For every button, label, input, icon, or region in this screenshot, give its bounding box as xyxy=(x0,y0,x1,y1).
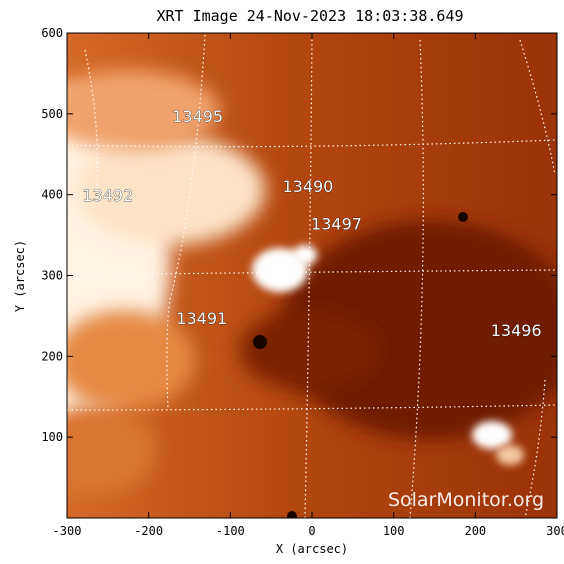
y-tick-label: 300 xyxy=(41,269,63,283)
active-region-label: 13491 xyxy=(176,309,227,328)
x-tick-label: 200 xyxy=(464,524,486,538)
solar-image xyxy=(67,33,557,518)
grid-line xyxy=(67,269,557,276)
x-tick-label: 300 xyxy=(546,524,564,538)
active-region-label: 13495 xyxy=(172,107,223,126)
y-tick-label: 400 xyxy=(41,188,63,202)
active-region-label: 13492 xyxy=(82,186,133,205)
y-axis: 100 200 300 400 500 600 xyxy=(41,26,557,444)
grid-line xyxy=(519,39,556,176)
x-tick-label: 100 xyxy=(383,524,405,538)
grid-line xyxy=(67,139,556,148)
grid-line xyxy=(67,404,557,411)
y-tick-label: 600 xyxy=(41,26,63,40)
y-tick-label: 200 xyxy=(41,349,63,363)
x-axis-label: X (arcsec) xyxy=(276,542,348,556)
x-axis: -300 -200 -100 0 100 200 300 xyxy=(53,33,564,538)
x-tick-label: 0 xyxy=(308,524,315,538)
image-title: XRT Image 24-Nov-2023 18:03:38.649 xyxy=(156,7,463,25)
active-region-labels: 13495 13492 13490 13497 13491 13496 xyxy=(82,107,542,341)
y-tick-label: 500 xyxy=(41,107,63,121)
y-tick-label: 100 xyxy=(41,430,63,444)
grid-line xyxy=(409,39,424,518)
y-axis-label: Y (arcsec) xyxy=(13,240,27,312)
solarmonitor-watermark: SolarMonitor.org xyxy=(388,489,544,511)
grid-line xyxy=(304,34,313,518)
active-region-label: 13497 xyxy=(311,214,362,233)
heliographic-grid xyxy=(67,34,557,518)
active-region-label: 13490 xyxy=(282,177,333,196)
x-tick-label: -300 xyxy=(53,524,82,538)
active-region-label: 13496 xyxy=(491,321,542,340)
x-tick-label: -100 xyxy=(216,524,245,538)
x-tick-label: -200 xyxy=(134,524,163,538)
